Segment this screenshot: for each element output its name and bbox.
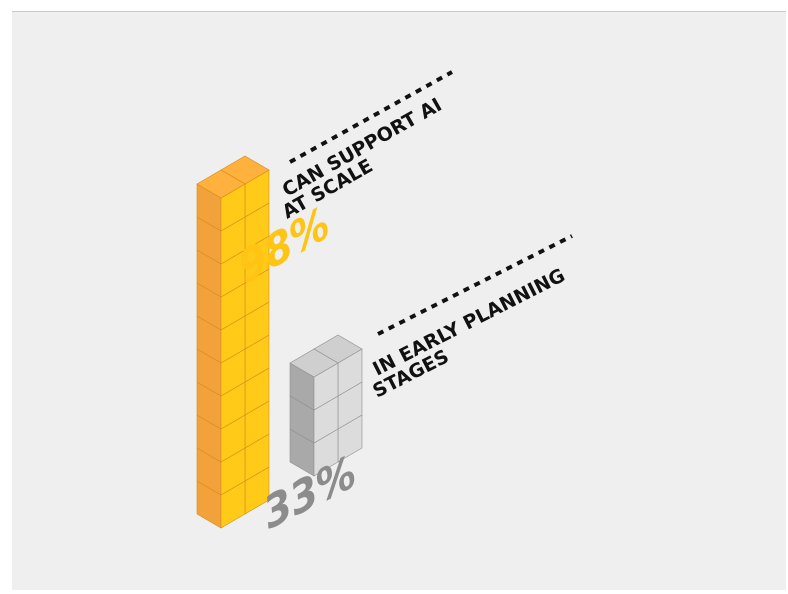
bar-1 bbox=[196, 155, 270, 529]
cube-face-top bbox=[289, 348, 339, 378]
bar-2 bbox=[289, 334, 363, 477]
bar-1-cube bbox=[196, 169, 246, 232]
bar-1-cube bbox=[196, 315, 246, 364]
bar-1-cube bbox=[196, 216, 246, 265]
bar-2-cube bbox=[289, 348, 339, 411]
chart-background bbox=[12, 12, 786, 590]
bars-layer bbox=[196, 155, 363, 529]
bar-1-cube bbox=[196, 249, 246, 298]
cube-face-top bbox=[196, 169, 246, 199]
bar-1-cube bbox=[196, 381, 246, 430]
bar-1-cube bbox=[196, 282, 246, 331]
bar-2-cube bbox=[289, 395, 339, 444]
dotted-leader-line-2 bbox=[377, 234, 573, 336]
bar-1-cube bbox=[196, 348, 246, 397]
bar-1-cube bbox=[196, 414, 246, 463]
